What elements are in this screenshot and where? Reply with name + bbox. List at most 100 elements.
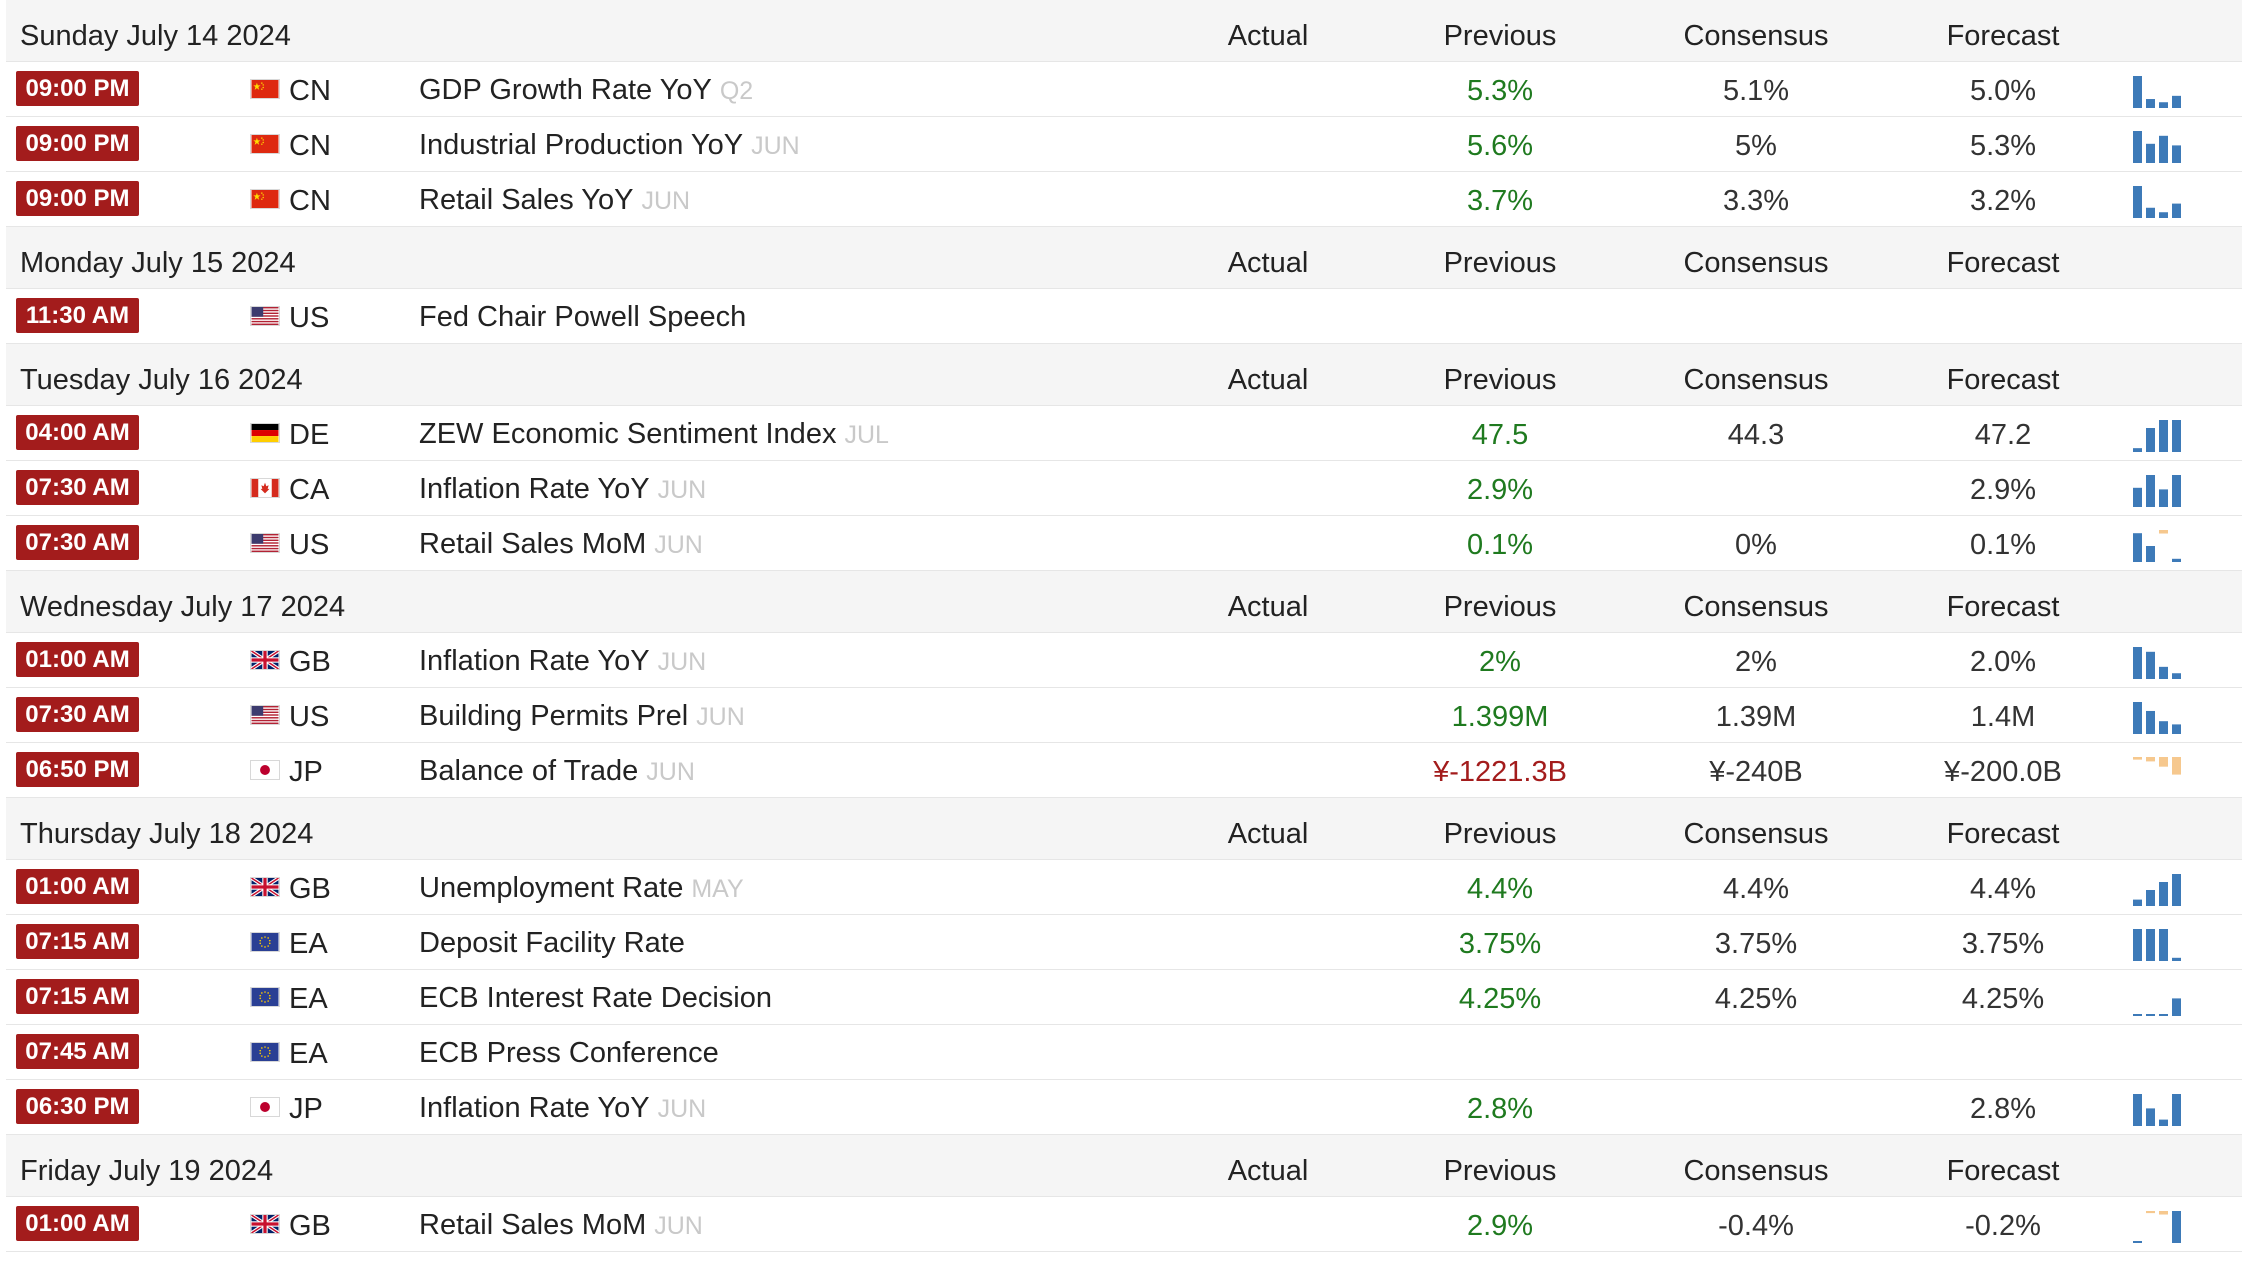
column-header-consensus: Consensus <box>1683 818 1829 850</box>
column-header-forecast: Forecast <box>1946 20 2060 52</box>
sparkline-chart[interactable] <box>2130 978 2190 1018</box>
event-country: US <box>289 302 330 334</box>
event-link[interactable]: Retail Sales MoM JUN <box>419 1209 703 1242</box>
event-name[interactable]: ECB Press Conference <box>419 1037 719 1069</box>
previous-value: 5.6% <box>1466 130 1534 162</box>
event-name[interactable]: Inflation Rate YoY <box>419 1092 650 1124</box>
spark-bar <box>2146 651 2155 679</box>
event-name[interactable]: Unemployment Rate <box>419 872 684 904</box>
event-name[interactable]: Industrial Production YoY <box>419 129 744 161</box>
sparkline-chart[interactable] <box>2130 1205 2190 1245</box>
event-link[interactable]: ZEW Economic Sentiment Index JUL <box>419 418 889 451</box>
event-reference-period: JUN <box>657 648 707 676</box>
cn-flag-icon <box>250 134 280 154</box>
event-row[interactable]: 09:00 PM CN Retail Sales YoY JUN 3.7% 3.3% 3.2… <box>6 172 2242 227</box>
event-link[interactable]: Industrial Production YoY JUN <box>419 129 800 162</box>
forecast-value: ¥-200.0B <box>1944 756 2062 788</box>
event-name[interactable]: Retail Sales MoM <box>419 528 647 560</box>
event-row[interactable]: 01:00 AM GB Retail Sales MoM JUN 2.9% -0.4% -0… <box>6 1197 2242 1252</box>
forecast-value: 47.2 <box>1974 419 2032 451</box>
event-name[interactable]: Retail Sales YoY <box>419 184 634 216</box>
day-header: Sunday July 14 2024 Actual Previous Consens… <box>6 0 2242 62</box>
event-name[interactable]: Balance of Trade <box>419 755 639 787</box>
sparkline-chart[interactable] <box>2130 70 2190 110</box>
previous-value: 3.75% <box>1458 928 1542 960</box>
column-header-previous: Previous <box>1443 591 1557 623</box>
event-link[interactable]: ECB Interest Rate Decision <box>419 982 772 1015</box>
event-row[interactable]: 06:50 PM JP Balance of Trade JUN ¥-1221.3B ¥-… <box>6 743 2242 798</box>
event-row[interactable]: 07:30 AM CA Inflation Rate YoY JUN 2.9% 2.9% <box>6 461 2242 516</box>
event-name[interactable]: Building Permits Prel <box>419 700 689 732</box>
sparkline-chart[interactable] <box>2130 1088 2190 1128</box>
forecast-value: 3.75% <box>1961 928 2045 960</box>
sparkline-chart[interactable] <box>2130 180 2190 220</box>
column-header-consensus: Consensus <box>1683 247 1829 279</box>
ca-flag-icon <box>250 478 280 498</box>
sparkline-chart[interactable] <box>2130 923 2190 963</box>
event-time-badge: 07:45 AM <box>16 1034 139 1069</box>
sparkline-chart[interactable] <box>2130 751 2190 791</box>
event-time-badge: 09:00 PM <box>16 181 139 216</box>
event-link[interactable]: Inflation Rate YoY JUN <box>419 645 706 678</box>
event-row[interactable]: 11:30 AM US Fed Chair Powell Speech <box>6 289 2242 344</box>
event-link[interactable]: Deposit Facility Rate <box>419 927 685 960</box>
sparkline-chart[interactable] <box>2130 868 2190 908</box>
day-date: Wednesday July 17 2024 <box>20 591 346 623</box>
event-link[interactable]: Balance of Trade JUN <box>419 755 695 788</box>
spark-bar <box>2133 1241 2142 1243</box>
event-link[interactable]: Unemployment Rate MAY <box>419 872 744 905</box>
spark-bar <box>2172 95 2181 108</box>
sparkline-chart[interactable] <box>2130 125 2190 165</box>
column-header-previous: Previous <box>1443 818 1557 850</box>
event-link[interactable]: Retail Sales YoY JUN <box>419 184 690 217</box>
event-country: DE <box>289 419 330 451</box>
event-country: GB <box>289 646 331 678</box>
event-row[interactable]: 07:30 AM US Retail Sales MoM JUN 0.1% 0% 0.1% <box>6 516 2242 571</box>
event-row[interactable]: 04:00 AM DE ZEW Economic Sentiment Index JU… <box>6 406 2242 461</box>
sparkline-chart[interactable] <box>2130 696 2190 736</box>
sparkline-chart[interactable] <box>2130 469 2190 509</box>
event-country: EA <box>289 983 328 1015</box>
us-flag-icon <box>250 705 280 725</box>
event-time-badge: 07:30 AM <box>16 697 139 732</box>
event-name[interactable]: Fed Chair Powell Speech <box>419 301 747 333</box>
event-link[interactable]: Inflation Rate YoY JUN <box>419 473 706 506</box>
day-date: Friday July 19 2024 <box>20 1155 274 1187</box>
column-header-consensus: Consensus <box>1683 1155 1829 1187</box>
event-row[interactable]: 09:00 PM CN GDP Growth Rate YoY Q2 5.3% 5.1% 5… <box>6 62 2242 117</box>
event-name[interactable]: ECB Interest Rate Decision <box>419 982 772 1014</box>
spark-bar <box>2159 135 2168 163</box>
spark-bar <box>2159 1211 2168 1215</box>
event-link[interactable]: Inflation Rate YoY JUN <box>419 1092 706 1125</box>
event-name[interactable]: Deposit Facility Rate <box>419 927 685 959</box>
event-name[interactable]: Inflation Rate YoY <box>419 473 650 505</box>
event-row[interactable]: 07:30 AM US Building Permits Prel JUN 1.399M… <box>6 688 2242 743</box>
sparkline-chart[interactable] <box>2130 414 2190 454</box>
event-row[interactable]: 01:00 AM GB Unemployment Rate MAY 4.4% 4.4% 4.… <box>6 860 2242 915</box>
event-time-badge: 06:30 PM <box>16 1089 139 1124</box>
sparkline-chart[interactable] <box>2130 641 2190 681</box>
event-country: EA <box>289 1038 328 1070</box>
spark-bar <box>2133 1094 2142 1126</box>
event-link[interactable]: Fed Chair Powell Speech <box>419 301 746 334</box>
event-time-badge: 11:30 AM <box>16 298 139 333</box>
event-link[interactable]: Retail Sales MoM JUN <box>419 528 703 561</box>
event-row[interactable]: 06:30 PM JP Inflation Rate YoY JUN 2.8% 2.8% <box>6 1080 2242 1135</box>
event-name[interactable]: Inflation Rate YoY <box>419 645 650 677</box>
consensus-value: 2% <box>1735 646 1777 678</box>
event-row[interactable]: 07:15 AM EA Deposit Facility Rate 3.75% 3.75… <box>6 915 2242 970</box>
event-name[interactable]: GDP Growth Rate YoY <box>419 74 712 106</box>
event-row[interactable]: 07:15 AM EA ECB Interest Rate Decision 4.25… <box>6 970 2242 1025</box>
sparkline-chart[interactable] <box>2130 524 2190 564</box>
event-row[interactable]: 07:45 AM EA ECB Press Conference <box>6 1025 2242 1080</box>
consensus-value: 4.25% <box>1714 983 1798 1015</box>
event-link[interactable]: Building Permits Prel JUN <box>419 700 745 733</box>
event-row[interactable]: 01:00 AM GB Inflation Rate YoY JUN 2% 2% 2.0% <box>6 633 2242 688</box>
event-link[interactable]: GDP Growth Rate YoY Q2 <box>419 74 753 107</box>
event-time-badge: 06:50 PM <box>16 752 139 787</box>
event-link[interactable]: ECB Press Conference <box>419 1037 719 1070</box>
event-name[interactable]: ZEW Economic Sentiment Index <box>419 418 837 450</box>
event-row[interactable]: 09:00 PM CN Industrial Production YoY JUN 5.… <box>6 117 2242 172</box>
event-name[interactable]: Retail Sales MoM <box>419 1209 647 1241</box>
event-reference-period: JUN <box>641 187 691 215</box>
